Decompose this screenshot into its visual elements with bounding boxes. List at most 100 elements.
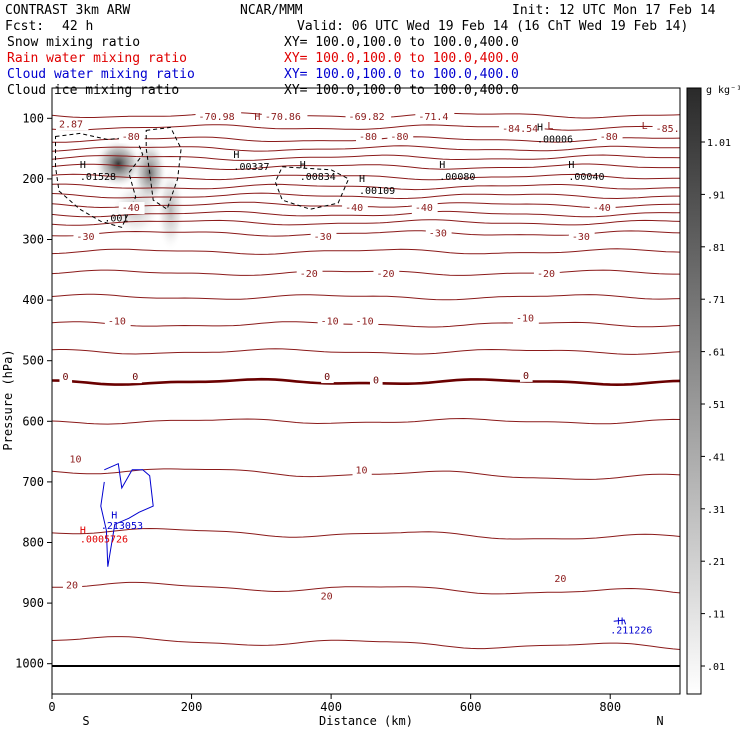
ice-max-value: .001 xyxy=(104,213,128,224)
contour-label-bg xyxy=(345,111,392,124)
contour-label: 0 xyxy=(62,372,68,383)
colorbar-tick-label: .41 xyxy=(707,452,725,463)
plot-frame xyxy=(51,87,681,695)
y-tick-label: 1000 xyxy=(15,657,44,671)
contour-label-bg xyxy=(55,118,89,131)
extremum-marker: L xyxy=(642,121,648,132)
extremum-marker: H xyxy=(617,616,623,627)
contour-label-bg xyxy=(513,312,539,325)
y-tick-label: 100 xyxy=(22,111,44,125)
contour-label: 10 xyxy=(69,455,81,466)
field-xy: XY= 100.0,100.0 to 100.0,400.0 xyxy=(284,51,519,66)
contour-label-bg xyxy=(261,111,308,124)
contour-label-bg xyxy=(118,131,145,144)
contour-label-bg xyxy=(352,315,379,328)
ice-max-marker: H xyxy=(359,174,365,185)
contour-label-bg xyxy=(62,579,83,592)
colorbar-ticks: .01 .11 .21 .31 .41 .51 .61 .71 .81 .91 1.01 xyxy=(701,138,731,673)
contour-label: -30 xyxy=(76,232,94,243)
colorbar-tick-label: .21 xyxy=(707,557,725,568)
cloud-ice-contour xyxy=(274,166,350,210)
contour-label-bg xyxy=(317,315,344,328)
snow-blob xyxy=(156,166,185,252)
field-name: Rain water mixing ratio xyxy=(7,51,187,66)
x-tick-label: 0 xyxy=(48,700,55,714)
ice-max-marker: H xyxy=(233,150,239,161)
contour-label-bg xyxy=(652,123,680,136)
ice-max-value: .01528 xyxy=(80,172,116,183)
contour-label-bg xyxy=(551,572,571,585)
contour-label: -20 xyxy=(537,269,555,280)
contour-label: 0 xyxy=(523,371,529,382)
field-name: Cloud water mixing ratio xyxy=(7,67,195,82)
contour-label-bg xyxy=(296,268,323,281)
contour-label: -40 xyxy=(122,203,140,214)
y-tick-label: 400 xyxy=(22,293,44,307)
header-fcst-label: Fcst: xyxy=(5,19,44,34)
extremum-marker: H xyxy=(254,112,260,123)
contour-label: 10 xyxy=(356,465,368,476)
contour-label: -85.22 xyxy=(656,124,692,135)
contour-label: 2.87 xyxy=(59,119,83,130)
colorbar-tick-label: .31 xyxy=(707,505,725,516)
cloud-water-contour xyxy=(613,619,627,625)
y-tick-label: 700 xyxy=(22,475,44,489)
isotherm-line xyxy=(52,527,680,540)
ice-max-marker: H xyxy=(568,160,574,171)
colorbar-tick-label: .51 xyxy=(707,400,725,411)
isotherm-line xyxy=(52,124,680,131)
contour-label: -40 xyxy=(345,203,363,214)
contour-label: -20 xyxy=(300,269,318,280)
contour-label: 0 xyxy=(132,372,138,383)
contour-label-bg xyxy=(373,268,400,281)
header-valid: Valid: 06 UTC Wed 19 Feb 14 (16 ChT Wed … xyxy=(297,19,688,34)
contour-label: -10 xyxy=(321,316,339,327)
contour-label: -10 xyxy=(516,313,534,324)
colorbar-tick-label: .81 xyxy=(707,243,725,254)
contour-label: -10 xyxy=(356,316,374,327)
contour-label-bg xyxy=(321,371,334,384)
field-xy: XY= 100.0,100.0 to 100.0,400.0 xyxy=(284,67,519,82)
contour-label-bg xyxy=(59,371,73,384)
contour-label: -40 xyxy=(415,203,433,214)
x-tick-label: 800 xyxy=(599,700,621,714)
contour-label: -69.82 xyxy=(349,112,385,123)
isotherm-line xyxy=(52,173,680,181)
contour-label: -30 xyxy=(572,232,590,243)
isotherm-line xyxy=(52,636,680,650)
contour-label: -40 xyxy=(593,203,611,214)
isotherm-line xyxy=(52,219,680,226)
y-tick-label: 600 xyxy=(22,414,44,428)
contour-label: -80 xyxy=(600,132,618,143)
contour-label: -84.54 xyxy=(502,124,538,135)
contour-label: -30 xyxy=(429,228,447,239)
cloud-water-max-value: .211226 xyxy=(610,625,652,636)
header-fcst-value: 42 h xyxy=(62,19,93,34)
contour-label-bg xyxy=(520,369,533,382)
colorbar: .01 .11 .21 .31 .41 .51 .61 .71 .81 .91 1.01 g kg⁻… xyxy=(686,85,740,695)
ice-max-marker: H xyxy=(439,160,445,171)
contour-label: -71.4 xyxy=(418,112,448,123)
isotherm-line xyxy=(52,163,680,170)
ice-max-value: .00834 xyxy=(300,172,336,183)
isotherm-line xyxy=(52,154,680,161)
isotherm-line xyxy=(52,145,680,152)
contour-label: 0 xyxy=(324,372,330,383)
field-xy: XY= 100.0,100.0 to 100.0,400.0 xyxy=(284,35,519,50)
contour-label-bg xyxy=(118,202,145,215)
rain-water-max-value: .0005726 xyxy=(80,535,128,546)
x-tick-label: 200 xyxy=(181,700,203,714)
contour-label: 20 xyxy=(66,581,78,592)
contour-label: -80 xyxy=(122,132,140,143)
contour-label-bg xyxy=(411,202,438,215)
cloud-water-contours xyxy=(100,462,627,625)
colorbar-ramp xyxy=(686,87,702,695)
end-label-right: N xyxy=(656,714,663,728)
y-axis-label: Pressure (hPa) xyxy=(1,349,15,450)
contour-label: -10 xyxy=(108,316,126,327)
contour-label: -30 xyxy=(314,232,332,243)
isotherm-line xyxy=(52,293,680,301)
extremum-marker: L xyxy=(547,121,553,132)
contour-label: -20 xyxy=(376,269,394,280)
